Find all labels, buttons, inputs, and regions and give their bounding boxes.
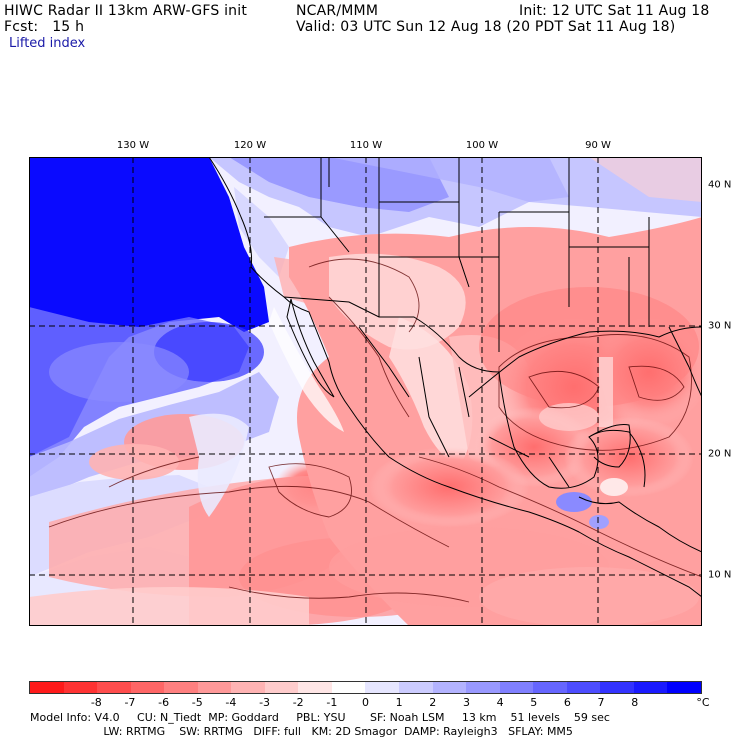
lat-label-10n: 10 N [708, 569, 732, 581]
colorbar-tick-label: -3 [259, 696, 271, 709]
colorbar-swatch [365, 682, 400, 693]
colorbar-tick-label: -7 [124, 696, 136, 709]
valid-time: Valid: 03 UTC Sun 12 Aug 18 (20 PDT Sat … [296, 19, 676, 35]
colorbar-tick-label: -4 [225, 696, 237, 709]
colorbar-tick-label: -1 [326, 696, 338, 709]
colorbar-swatch [466, 682, 500, 693]
colorbar-swatch [399, 682, 433, 693]
colorbar-swatch [298, 682, 332, 693]
colorbar-swatch [30, 682, 64, 693]
map-title: HIWC Radar II 13km ARW-GFS init [4, 3, 248, 19]
colorbar-swatch [499, 682, 534, 693]
colorbar-tick-label: 8 [631, 696, 639, 709]
colorbar-swatch [197, 682, 232, 693]
colorbar-swatch [130, 682, 165, 693]
colorbar-tick-label: 2 [429, 696, 437, 709]
colorbar-swatch [432, 682, 467, 693]
colorbar-swatch [566, 682, 601, 693]
lat-label-30n: 30 N [708, 320, 732, 332]
lifted-index-map [29, 157, 702, 626]
colorbar-tick-label: -6 [158, 696, 170, 709]
model-info-line2: LW: RRTMG SW: RRTMG DIFF: full KM: 2D Sm… [30, 725, 573, 738]
colorbar-swatch [533, 682, 567, 693]
lat-label-20n: 20 N [708, 448, 732, 460]
colorbar-tick-label: -2 [292, 696, 304, 709]
colorbar-tick-label: 4 [496, 696, 504, 709]
forecast-hour: Fcst: 15 h [4, 19, 85, 35]
colorbar-swatch [600, 682, 634, 693]
colorbar-swatch [633, 682, 668, 693]
colorbar-swatch [264, 682, 299, 693]
init-time: Init: 12 UTC Sat 11 Aug 18 [519, 3, 710, 19]
colorbar-swatch [231, 682, 265, 693]
lat-label-40n: 40 N [708, 179, 732, 191]
lon-label-90w: 90 W [585, 140, 611, 151]
colorbar [29, 681, 702, 694]
colorbar-tick-label: 1 [395, 696, 403, 709]
colorbar-tick-label: -5 [191, 696, 203, 709]
colorbar-tick-label: 0 [362, 696, 369, 709]
colorbar-swatch [97, 682, 131, 693]
lon-label-100w: 100 W [465, 140, 499, 151]
center-name: NCAR/MMM [296, 3, 379, 19]
lon-label-130w: 130 W [116, 140, 150, 151]
lon-label-120w: 120 W [233, 140, 267, 151]
colorbar-swatch [63, 682, 98, 693]
colorbar-tick-label: 5 [530, 696, 538, 709]
colorbar-swatch [667, 682, 701, 693]
colorbar-unit: °C [696, 696, 710, 709]
colorbar-tick-label: 7 [597, 696, 605, 709]
colorbar-tick-label: -8 [90, 696, 102, 709]
colorbar-swatch [331, 682, 366, 693]
field-name: Lifted index [9, 36, 86, 51]
lon-label-110w: 110 W [349, 140, 383, 151]
colorbar-tick-label: 6 [563, 696, 571, 709]
colorbar-tick-label: 3 [462, 696, 470, 709]
colorbar-swatch [164, 682, 198, 693]
model-info-line1: Model Info: V4.0 CU: N_Tiedt MP: Goddard… [30, 711, 610, 724]
